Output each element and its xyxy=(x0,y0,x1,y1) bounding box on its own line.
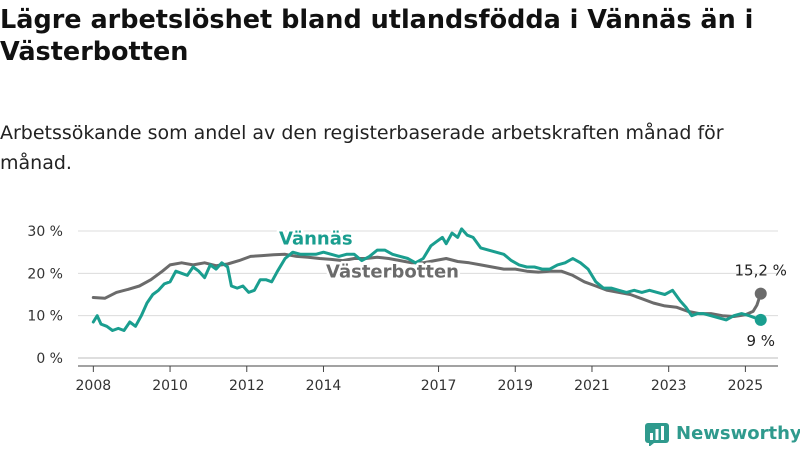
x-tick-label: 2019 xyxy=(497,378,533,394)
series-label-v-sterbotten: Västerbotten xyxy=(326,262,459,283)
series-label-halo-v-sterbotten: Västerbotten xyxy=(326,262,459,283)
x-axis: 2008 2010 2012 2014 2017 2019 2021 2023 2025 xyxy=(76,365,778,394)
y-tick-label: 10 % xyxy=(27,309,63,325)
x-tick-label: 2025 xyxy=(728,378,764,394)
x-tick-label: 2017 xyxy=(421,378,457,394)
end-value-label-v-nn-s: 9 % xyxy=(746,332,775,350)
y-tick-label: 20 % xyxy=(27,266,63,282)
x-tick-label: 2010 xyxy=(152,378,188,394)
series-end-point-v-nn-s xyxy=(754,313,767,326)
y-tick-label: 0 % xyxy=(36,351,63,367)
y-axis-ticks: 0 % 10 % 20 % 30 % xyxy=(27,224,63,367)
y-tick-label: 30 % xyxy=(27,224,63,240)
x-tick-label: 2008 xyxy=(76,378,112,394)
brand-logo: Newsworthy xyxy=(644,419,800,447)
x-tick-label: 2014 xyxy=(306,378,342,394)
series-labels: VästerbottenVästerbottenVännäsVännäs15,2… xyxy=(277,226,787,350)
series-lines xyxy=(91,227,767,332)
x-tick-label: 2021 xyxy=(574,378,610,394)
end-value-label-v-sterbotten: 15,2 % xyxy=(735,262,787,280)
newsworthy-logo-icon xyxy=(645,423,669,446)
series-line-v-sterbotten xyxy=(91,252,763,318)
series-label-halo-v-nn-s: Vännäs xyxy=(279,229,353,250)
x-tick-label: 2012 xyxy=(229,378,265,394)
series-end-point-v-sterbotten xyxy=(754,287,767,300)
x-tick-label: 2023 xyxy=(651,378,687,394)
brand-name: Newsworthy xyxy=(676,422,800,444)
chart-subtitle: Arbetssökande som andel av den registerb… xyxy=(0,122,724,174)
chart-title: Lägre arbetslöshet bland utlandsfödda i … xyxy=(0,5,754,67)
series-label-v-nn-s: Vännäs xyxy=(279,229,353,250)
gridlines xyxy=(78,230,778,359)
series-line-v-nn-s xyxy=(91,227,763,332)
